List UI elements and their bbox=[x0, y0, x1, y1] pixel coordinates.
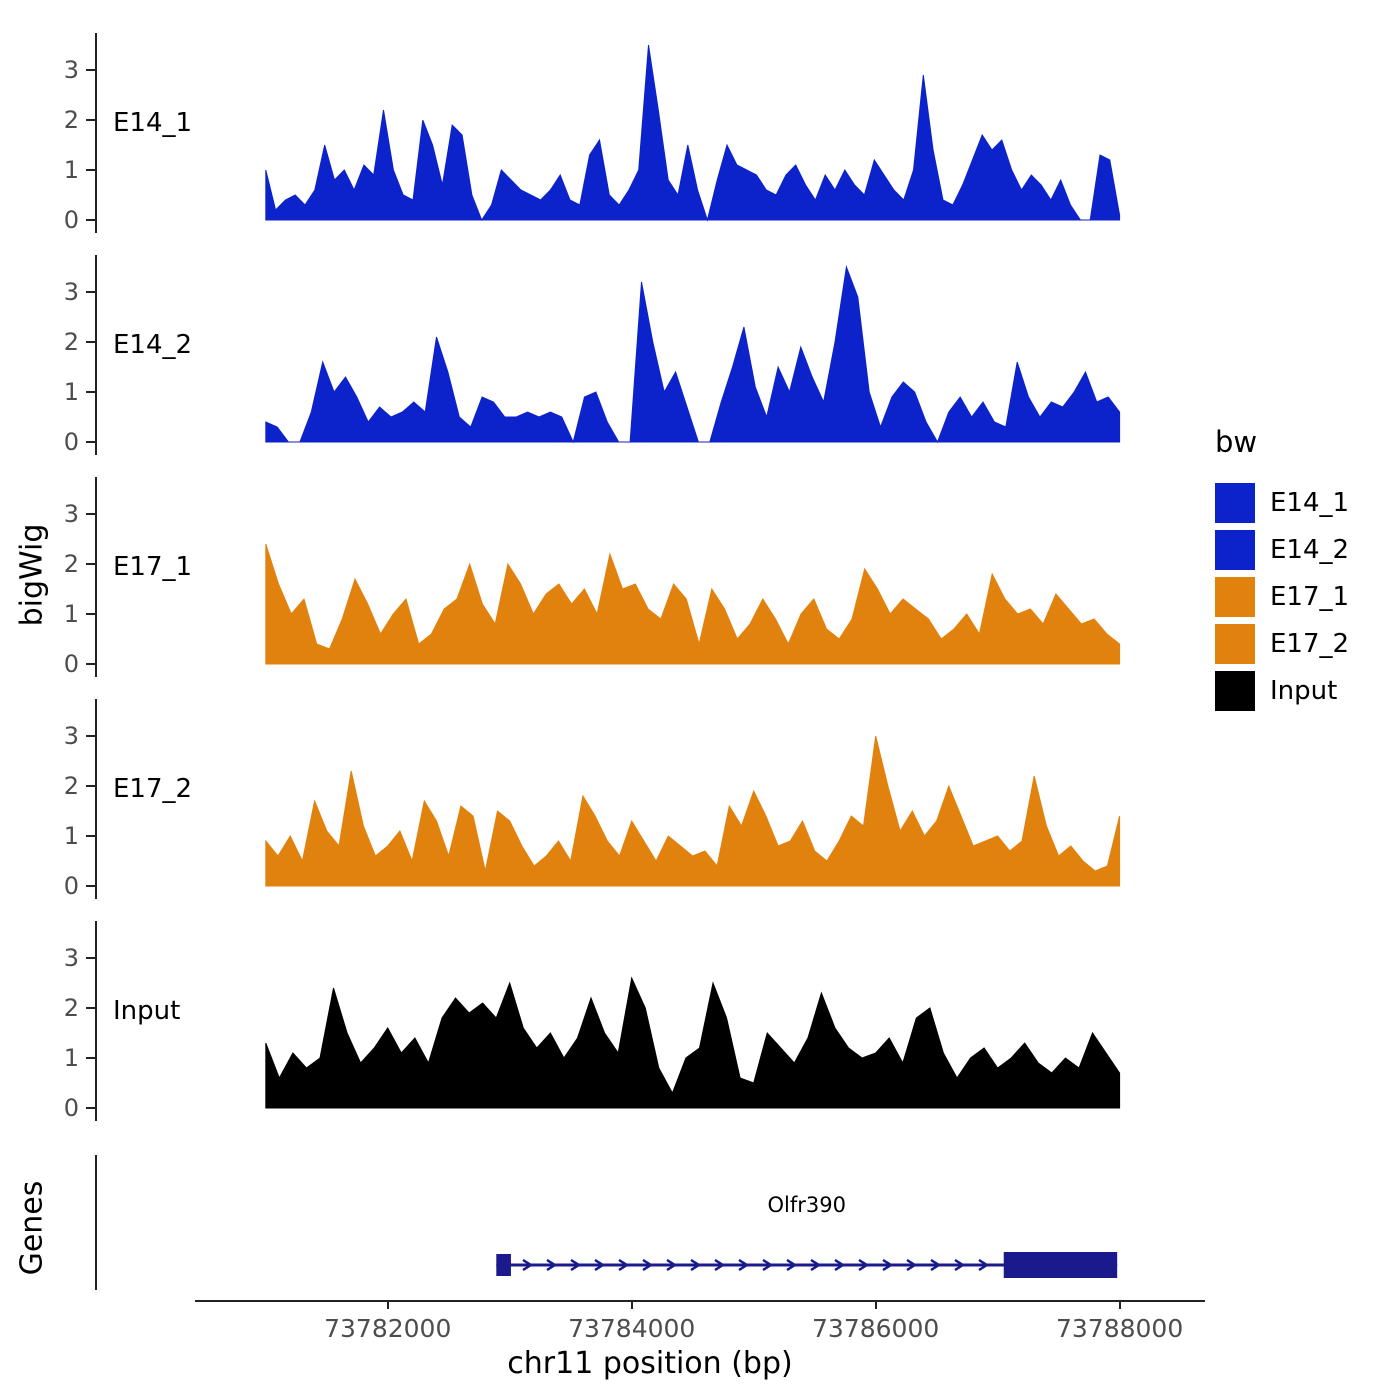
y-tick-mark bbox=[86, 219, 95, 221]
track-panel-E14_2: 0 1 2 3 E14_2 bbox=[64, 250, 1205, 457]
y-axis-line bbox=[95, 33, 97, 233]
x-tick-label: 73786000 bbox=[812, 1314, 940, 1343]
y-tick-mark bbox=[86, 613, 95, 615]
y-tick-mark bbox=[86, 441, 95, 443]
track-label: E17_1 bbox=[113, 552, 193, 582]
y-tick-mark bbox=[86, 785, 95, 787]
genes-track: Olfr390 bbox=[95, 1150, 1205, 1298]
track-label: E17_2 bbox=[113, 774, 193, 804]
legend-label: Input bbox=[1270, 676, 1338, 706]
legend-swatch-icon bbox=[1215, 671, 1255, 711]
y-tick-mark bbox=[86, 391, 95, 393]
coverage-area-E17_2 bbox=[265, 735, 1121, 887]
track-panel-E17_1: 0 1 2 3 E17_1 bbox=[64, 472, 1205, 679]
legend-item-E14_2: E14_2 bbox=[1215, 530, 1395, 570]
legend-item-Input: Input bbox=[1215, 671, 1395, 711]
track-panel-E14_1: 0 1 2 3 E14_1 bbox=[64, 28, 1205, 235]
y-axis-line bbox=[95, 255, 97, 455]
y-tick-label: 2 bbox=[63, 328, 79, 356]
gene-model: Olfr390 bbox=[496, 1193, 1118, 1278]
x-axis-title: chr11 position (bp) bbox=[507, 1346, 793, 1381]
track-label: E14_2 bbox=[113, 330, 193, 360]
y-tick-mark bbox=[86, 563, 95, 565]
y-tick-mark bbox=[86, 513, 95, 515]
y-tick-mark bbox=[86, 1057, 95, 1059]
y-tick-label: 2 bbox=[63, 772, 79, 800]
y-tick-mark bbox=[86, 885, 95, 887]
y-tick-label: 1 bbox=[63, 156, 79, 184]
gene-strand-arrows bbox=[522, 1258, 990, 1272]
x-tick-mark bbox=[386, 1300, 389, 1309]
y-tick-label: 1 bbox=[63, 378, 79, 406]
x-axis-line bbox=[195, 1300, 1205, 1302]
coverage-area-E17_1 bbox=[265, 543, 1121, 665]
gene-exon-thin bbox=[496, 1254, 511, 1276]
legend-item-E17_1: E17_1 bbox=[1215, 577, 1395, 617]
y-tick-label: 0 bbox=[63, 206, 79, 234]
y-tick-label: 0 bbox=[63, 650, 79, 678]
y-tick-mark bbox=[86, 1007, 95, 1009]
coverage-area-E14_1 bbox=[265, 44, 1121, 222]
track-panel-Input: 0 1 2 3 Input bbox=[64, 916, 1205, 1123]
y-tick-label: 1 bbox=[63, 1044, 79, 1072]
legend-swatch-icon bbox=[1215, 483, 1255, 523]
y-tick-mark bbox=[86, 835, 95, 837]
y-tick-label: 2 bbox=[63, 550, 79, 578]
y-tick-label: 0 bbox=[63, 1094, 79, 1122]
y-tick-mark bbox=[86, 69, 95, 71]
legend-swatch-icon bbox=[1215, 624, 1255, 664]
y-tick-label: 3 bbox=[63, 722, 79, 750]
legend-swatch-icon bbox=[1215, 577, 1255, 617]
legend-title: bw bbox=[1215, 425, 1258, 459]
y-tick-label: 3 bbox=[63, 500, 79, 528]
y-tick-label: 3 bbox=[63, 944, 79, 972]
track-label: Input bbox=[113, 996, 181, 1026]
x-tick-mark bbox=[1118, 1300, 1121, 1309]
y-tick-label: 1 bbox=[63, 600, 79, 628]
coverage-area-Input bbox=[265, 976, 1121, 1109]
legend-items: E14_1 E14_2 E17_1 E17_2 Input bbox=[1215, 483, 1395, 711]
gene-exon-thick bbox=[1003, 1252, 1118, 1278]
y-tick-mark bbox=[86, 341, 95, 343]
legend-label: E14_2 bbox=[1270, 535, 1350, 565]
legend-swatch-icon bbox=[1215, 530, 1255, 570]
legend-item-E14_1: E14_1 bbox=[1215, 483, 1395, 523]
y-tick-mark bbox=[86, 119, 95, 121]
y-axis-line bbox=[95, 699, 97, 899]
y-tick-mark bbox=[86, 169, 95, 171]
legend: bw E14_1 E14_2 E17_1 E17_2 Input bbox=[1215, 425, 1395, 718]
x-tick-mark bbox=[630, 1300, 633, 1309]
y-tick-label: 3 bbox=[63, 56, 79, 84]
y-axis-line bbox=[95, 921, 97, 1121]
x-tick-label: 73788000 bbox=[1055, 1314, 1184, 1343]
y-tick-mark bbox=[86, 1107, 95, 1109]
y-tick-label: 2 bbox=[63, 994, 79, 1022]
y-tick-mark bbox=[86, 735, 95, 737]
x-tick-label: 73784000 bbox=[568, 1314, 696, 1343]
genes-axis-title: Genes bbox=[14, 1180, 50, 1276]
track-label: E14_1 bbox=[113, 108, 193, 138]
x-tick-mark bbox=[874, 1300, 877, 1309]
y-tick-mark bbox=[86, 957, 95, 959]
legend-label: E17_1 bbox=[1270, 582, 1350, 612]
track-panel-E17_2: 0 1 2 3 E17_2 bbox=[64, 694, 1205, 901]
y-tick-label: 3 bbox=[63, 278, 79, 306]
legend-label: E17_2 bbox=[1270, 629, 1350, 659]
x-tick-label: 73782000 bbox=[324, 1314, 452, 1343]
coverage-area-E14_2 bbox=[265, 265, 1121, 444]
y-tick-label: 1 bbox=[63, 822, 79, 850]
legend-label: E14_1 bbox=[1270, 488, 1350, 518]
y-tick-mark bbox=[86, 291, 95, 293]
y-tick-label: 2 bbox=[63, 106, 79, 134]
y-tick-mark bbox=[86, 663, 95, 665]
genes-axis-line bbox=[95, 1155, 97, 1290]
gene-name-label: Olfr390 bbox=[767, 1193, 845, 1217]
legend-item-E17_2: E17_2 bbox=[1215, 624, 1395, 664]
y-tick-label: 0 bbox=[63, 872, 79, 900]
y-tick-label: 0 bbox=[63, 428, 79, 456]
y-axis-line bbox=[95, 477, 97, 677]
